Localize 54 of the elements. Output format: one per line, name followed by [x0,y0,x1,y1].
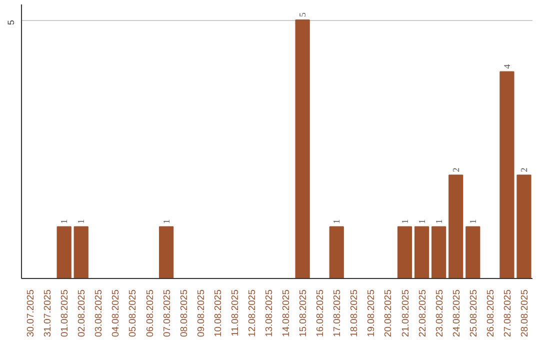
x-tick-label: 21.08.2025 [400,290,412,338]
bar [414,226,430,278]
x-tick-label: 26.08.2025 [485,290,496,338]
bar [448,174,464,278]
x-tick-label: 10.08.2025 [212,290,224,338]
bar [74,226,88,278]
data-label: 1 [468,219,478,224]
x-tick-label: 15.08.2025 [298,290,310,338]
x-tick-label: 28.08.2025 [519,290,530,338]
data-label: 1 [416,219,427,224]
data-label: 1 [59,219,70,224]
bar [466,226,480,278]
data-label: 1 [434,219,444,224]
bar [397,226,412,278]
bar [56,226,72,278]
x-tick-label: 08.08.2025 [178,290,190,338]
x-tick-label: 30.07.2025 [26,290,37,338]
x-tick-label: 18.08.2025 [349,290,360,338]
x-tick-label: 03.08.2025 [94,290,105,338]
x-tick-label: 05.08.2025 [128,290,139,338]
data-label: 4 [502,64,512,69]
x-tick-label: 25.08.2025 [468,290,480,338]
x-tick-label: 20.08.2025 [383,290,394,338]
x-tick-label: 11.08.2025 [230,290,241,336]
x-tick-label: 09.08.2025 [196,290,207,338]
x-tick-label: 24.08.2025 [451,290,462,338]
data-label: 2 [518,168,529,172]
data-label: 1 [400,219,410,224]
bar [516,174,532,278]
x-tick-label: 14.08.2025 [281,290,292,338]
x-tick-label: 31.07.2025 [42,290,54,338]
data-label: 1 [332,219,342,224]
bar [329,226,344,278]
data-label: 5 [298,12,308,18]
x-tick-label: 12.08.2025 [246,290,258,338]
x-tick-label: 27.08.2025 [502,290,514,338]
x-tick-label: 19.08.2025 [366,290,378,338]
data-label: 1 [76,219,86,224]
x-tick-label: 16.08.2025 [315,290,326,338]
bar [295,20,310,278]
x-tick-label: 17.08.2025 [332,290,344,338]
bar [158,226,174,278]
x-tick-label: 06.08.2025 [144,290,156,338]
x-tick-label: 23.08.2025 [434,290,446,338]
x-tick-label: 01.08.2025 [60,290,71,338]
x-tick-label: 07.08.2025 [162,290,173,338]
x-tick-label: 02.08.2025 [76,290,88,338]
x-tick-label: 13.08.2025 [264,290,275,338]
data-label: 1 [161,219,172,224]
x-tick-label: 04.08.2025 [110,290,122,338]
bar [500,71,514,278]
data-label: 2 [450,168,461,172]
x-tick-label: 22.08.2025 [417,290,428,338]
bar [432,226,446,278]
